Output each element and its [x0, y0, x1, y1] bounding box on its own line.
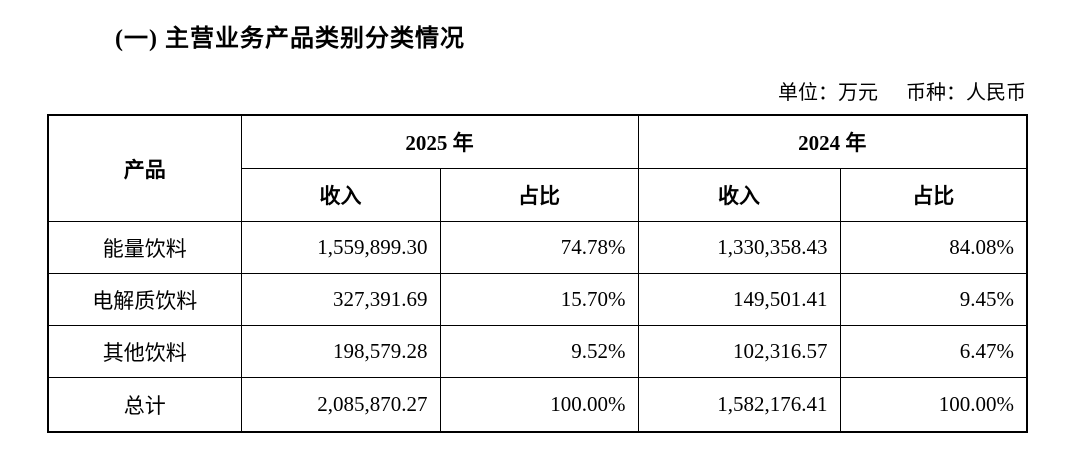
share-2025-cell: 74.78% — [439, 221, 639, 274]
total-share-2025-cell: 100.00% — [439, 377, 639, 433]
col-header-product: 产品 — [47, 114, 242, 222]
income-2025-cell: 327,391.69 — [240, 273, 441, 326]
share-2024-cell: 9.45% — [839, 273, 1028, 326]
col-header-share-2024: 占比 — [839, 168, 1028, 222]
total-income-2024-cell: 1,582,176.41 — [637, 377, 841, 433]
income-2024-cell: 102,316.57 — [637, 325, 841, 378]
currency-label: 币种：人民币 — [906, 82, 1026, 104]
income-2024-cell: 149,501.41 — [637, 273, 841, 326]
product-category-table: 产品 2025 年 2024 年 收入 占比 收入 占比 能量饮料 1,559,… — [47, 114, 1028, 433]
total-income-2025-cell: 2,085,870.27 — [240, 377, 441, 433]
unit-label: 单位：万元 — [778, 82, 878, 104]
col-header-income-2025: 收入 — [240, 168, 441, 222]
header-row-years: 产品 2025 年 2024 年 — [47, 114, 1028, 222]
product-cell: 能量饮料 — [47, 221, 242, 274]
table-row-total: 总计 2,085,870.27 100.00% 1,582,176.41 100… — [47, 377, 1028, 433]
income-2025-cell: 1,559,899.30 — [240, 221, 441, 274]
table-row: 能量饮料 1,559,899.30 74.78% 1,330,358.43 84… — [47, 221, 1028, 274]
share-2024-cell: 6.47% — [839, 325, 1028, 378]
share-2025-cell: 9.52% — [439, 325, 639, 378]
col-header-income-2024: 收入 — [637, 168, 841, 222]
share-2024-cell: 84.08% — [839, 221, 1028, 274]
total-label-cell: 总计 — [47, 377, 242, 433]
total-share-2024-cell: 100.00% — [839, 377, 1028, 433]
share-2025-cell: 15.70% — [439, 273, 639, 326]
product-cell: 其他饮料 — [47, 325, 242, 378]
table-row: 其他饮料 198,579.28 9.52% 102,316.57 6.47% — [47, 325, 1028, 378]
product-cell: 电解质饮料 — [47, 273, 242, 326]
income-2025-cell: 198,579.28 — [240, 325, 441, 378]
col-header-year-2024: 2024 年 — [637, 114, 1028, 169]
page-title: (一) 主营业务产品类别分类情况 — [115, 26, 465, 52]
col-header-year-2025: 2025 年 — [240, 114, 639, 169]
unit-note: 单位：万元 币种：人民币 — [47, 76, 1026, 105]
table-row: 电解质饮料 327,391.69 15.70% 149,501.41 9.45% — [47, 273, 1028, 326]
col-header-share-2025: 占比 — [439, 168, 639, 222]
income-2024-cell: 1,330,358.43 — [637, 221, 841, 274]
